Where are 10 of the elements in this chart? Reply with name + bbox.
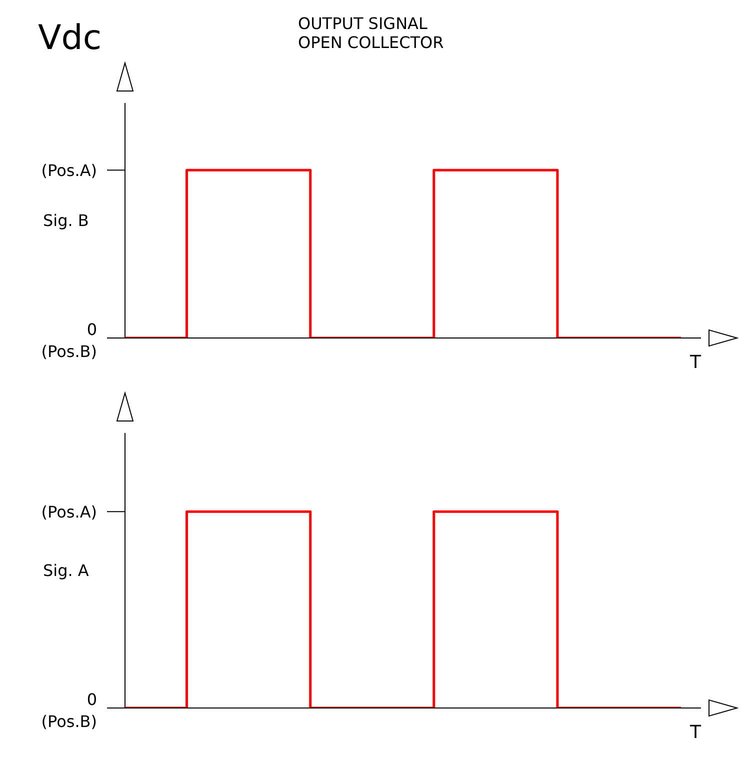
- text: 0 (Pos.B): [41, 690, 97, 731]
- chart-subtitle: OPEN COLLECTOR: [298, 33, 444, 52]
- text: 0 (Pos.B): [41, 320, 97, 361]
- y-axis-title: Sig. A: [43, 561, 89, 580]
- x-axis-title: T: [689, 722, 702, 743]
- x-axis-title: T: [689, 352, 702, 373]
- text: Vdc: [38, 18, 102, 58]
- text: (Pos.A): [41, 161, 97, 180]
- y-axis-title: Sig. B: [43, 211, 89, 230]
- text: (Pos.A): [41, 502, 97, 522]
